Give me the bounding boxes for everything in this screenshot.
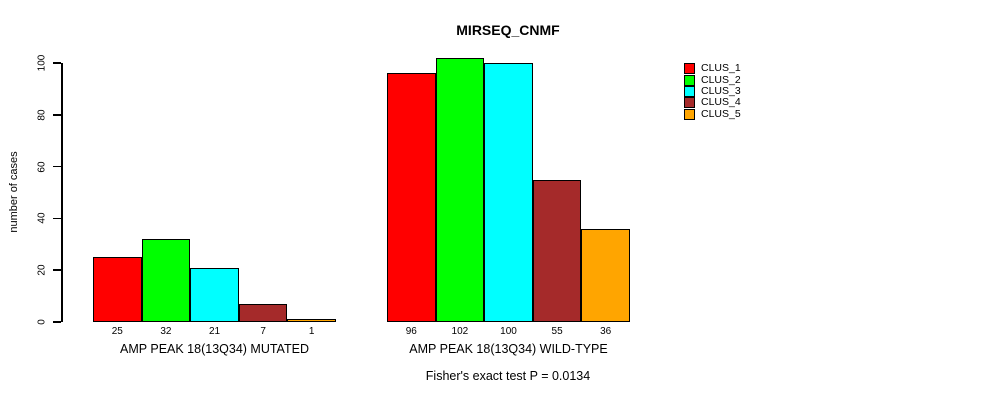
bar-clus_4-group2 bbox=[532, 179, 582, 322]
bar-clus_3-group1 bbox=[190, 267, 239, 322]
legend-item: CLUS_1 bbox=[684, 62, 741, 75]
legend-label: CLUS_5 bbox=[701, 107, 741, 120]
y-axis-tick-label: 40 bbox=[36, 212, 48, 224]
y-axis-tick bbox=[53, 165, 61, 168]
bar-clus_3-group2 bbox=[484, 63, 533, 322]
legend-label: CLUS_2 bbox=[701, 73, 741, 86]
bar-value-label: 102 bbox=[451, 326, 469, 337]
bar-value-label: 96 bbox=[405, 326, 417, 337]
legend-swatch bbox=[684, 74, 695, 86]
y-axis-tick-label: 60 bbox=[36, 161, 48, 173]
y-axis-line bbox=[61, 63, 63, 322]
chart-title: MIRSEQ_CNMF bbox=[456, 22, 560, 38]
bar-clus_1-group2 bbox=[387, 73, 436, 322]
legend: CLUS_1 CLUS_2 CLUS_3 CLUS_4 CLUS_5 bbox=[684, 63, 741, 120]
legend-item: CLUS_5 bbox=[684, 107, 741, 120]
legend-label: CLUS_4 bbox=[701, 96, 741, 109]
bar-clus_1-group1 bbox=[93, 257, 142, 322]
y-axis-label: number of cases bbox=[8, 151, 20, 233]
legend-label: CLUS_3 bbox=[701, 84, 741, 97]
legend-label: CLUS_1 bbox=[701, 62, 741, 75]
bar-clus_5-group2 bbox=[581, 228, 630, 322]
bar-clus_4-group1 bbox=[238, 303, 288, 322]
bar-value-label: 1 bbox=[308, 326, 315, 337]
x-axis-group-label: AMP PEAK 18(13Q34) WILD-TYPE bbox=[409, 342, 608, 356]
bar-value-label: 7 bbox=[260, 326, 266, 337]
y-axis-tick-label: 20 bbox=[36, 264, 48, 276]
bar-value-label: 36 bbox=[600, 326, 612, 337]
bar-value-label: 21 bbox=[208, 326, 221, 337]
x-axis-group-label: AMP PEAK 18(13Q34) MUTATED bbox=[120, 342, 309, 356]
y-axis-tick bbox=[53, 321, 61, 323]
bar-clus_2-group2 bbox=[435, 57, 485, 322]
bar-value-label: 55 bbox=[551, 326, 563, 337]
bar-clus_2-group1 bbox=[141, 239, 191, 322]
legend-swatch bbox=[684, 97, 695, 109]
bar-clus_5-group1 bbox=[287, 319, 336, 322]
y-axis-tick bbox=[53, 269, 61, 271]
bar-value-label: 32 bbox=[160, 326, 172, 337]
y-axis-tick-label: 100 bbox=[36, 54, 48, 72]
y-axis-tick bbox=[53, 217, 61, 220]
legend-swatch bbox=[684, 85, 695, 97]
bar-value-label: 100 bbox=[500, 326, 517, 337]
legend-swatch bbox=[684, 63, 695, 75]
y-axis-tick bbox=[53, 62, 61, 64]
y-axis-tick bbox=[53, 114, 61, 116]
bar-value-label: 25 bbox=[111, 326, 123, 337]
y-axis-tick-label: 80 bbox=[36, 109, 48, 121]
legend-item: CLUS_2 bbox=[684, 73, 741, 86]
legend-swatch bbox=[684, 108, 695, 120]
fisher-test-annotation: Fisher's exact test P = 0.0134 bbox=[425, 369, 591, 383]
legend-item: CLUS_3 bbox=[684, 84, 741, 97]
y-axis-tick-label: 0 bbox=[36, 319, 48, 325]
legend-item: CLUS_4 bbox=[684, 96, 741, 109]
